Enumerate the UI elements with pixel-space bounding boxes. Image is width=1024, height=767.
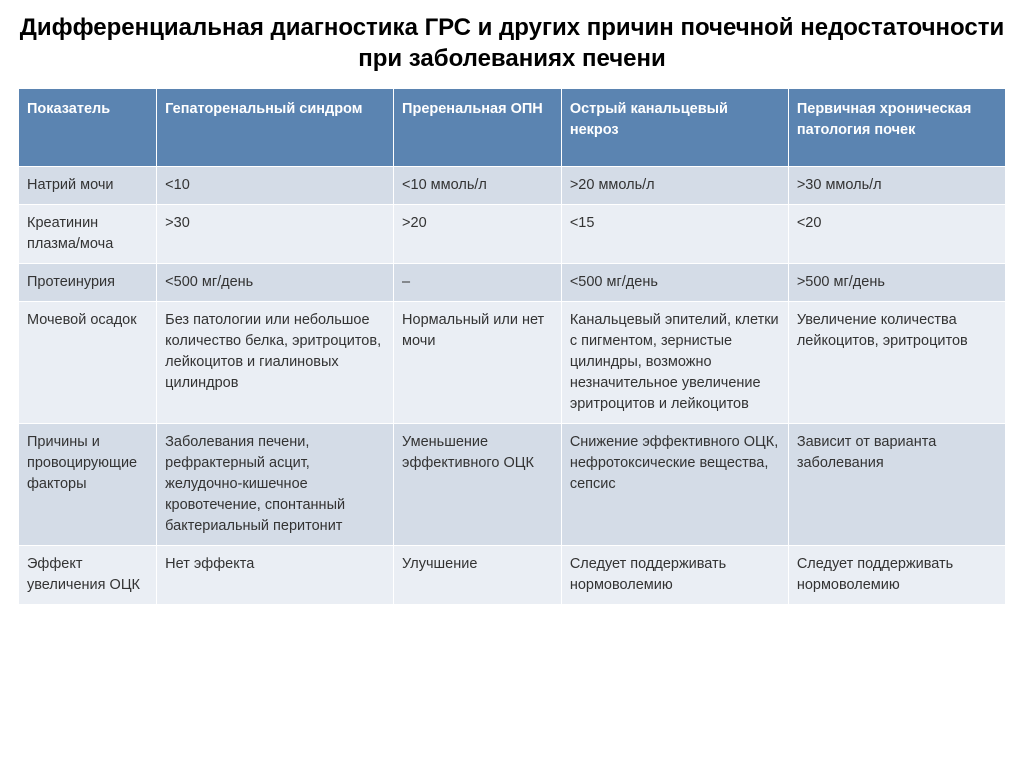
table-cell: Зависит от варианта заболевания [788, 424, 1005, 546]
table-cell: Уменьшение эффективного ОЦК [394, 424, 562, 546]
table-row: Протеинурия<500 мг/день–<500 мг/день>500… [19, 264, 1006, 302]
table-cell: Канальцевый эпителий, клетки с пигментом… [561, 302, 788, 424]
table-cell: Эффект увеличения ОЦК [19, 546, 157, 605]
table-row: Креатинин плазма/моча>30>20<15<20 [19, 204, 1006, 263]
table-header-row: Показатель Гепаторенальный синдром Прере… [19, 89, 1006, 167]
col-header: Первичная хроническая патология почек [788, 89, 1005, 167]
table-row: Эффект увеличения ОЦКНет эффектаУлучшени… [19, 546, 1006, 605]
table-cell: Без патологии или небольшое количество б… [157, 302, 394, 424]
table-cell: >500 мг/день [788, 264, 1005, 302]
table-cell: Снижение эффективного ОЦК, нефротоксичес… [561, 424, 788, 546]
col-header: Острый канальцевый некроз [561, 89, 788, 167]
diagnostic-table: Показатель Гепаторенальный синдром Прере… [18, 88, 1006, 605]
table-cell: >20 ммоль/л [561, 166, 788, 204]
col-header: Гепаторенальный синдром [157, 89, 394, 167]
table-cell: – [394, 264, 562, 302]
table-row: Причины и провоцирующие факторыЗаболеван… [19, 424, 1006, 546]
table-cell: <500 мг/день [157, 264, 394, 302]
table-cell: Следует поддерживать нормоволемию [561, 546, 788, 605]
page-title: Дифференциальная диагностика ГРС и други… [18, 12, 1006, 74]
col-header: Преренальная ОПН [394, 89, 562, 167]
table-cell: <10 ммоль/л [394, 166, 562, 204]
table-cell: <15 [561, 204, 788, 263]
table-cell: >30 ммоль/л [788, 166, 1005, 204]
table-cell: Креатинин плазма/моча [19, 204, 157, 263]
table-cell: Улучшение [394, 546, 562, 605]
table-cell: Натрий мочи [19, 166, 157, 204]
table-cell: Мочевой осадок [19, 302, 157, 424]
table-cell: Причины и провоцирующие факторы [19, 424, 157, 546]
table-cell: >20 [394, 204, 562, 263]
table-cell: >30 [157, 204, 394, 263]
table-cell: Нормальный или нет мочи [394, 302, 562, 424]
table-cell: <20 [788, 204, 1005, 263]
table-cell: Протеинурия [19, 264, 157, 302]
table-cell: Заболевания печени, рефрактерный асцит, … [157, 424, 394, 546]
col-header: Показатель [19, 89, 157, 167]
table-row: Натрий мочи<10<10 ммоль/л>20 ммоль/л>30 … [19, 166, 1006, 204]
table-cell: Следует поддерживать нормоволемию [788, 546, 1005, 605]
table-cell: Увеличение количества лейкоцитов, эритро… [788, 302, 1005, 424]
table-cell: <10 [157, 166, 394, 204]
table-cell: Нет эффекта [157, 546, 394, 605]
table-row: Мочевой осадокБез патологии или небольшо… [19, 302, 1006, 424]
table-cell: <500 мг/день [561, 264, 788, 302]
